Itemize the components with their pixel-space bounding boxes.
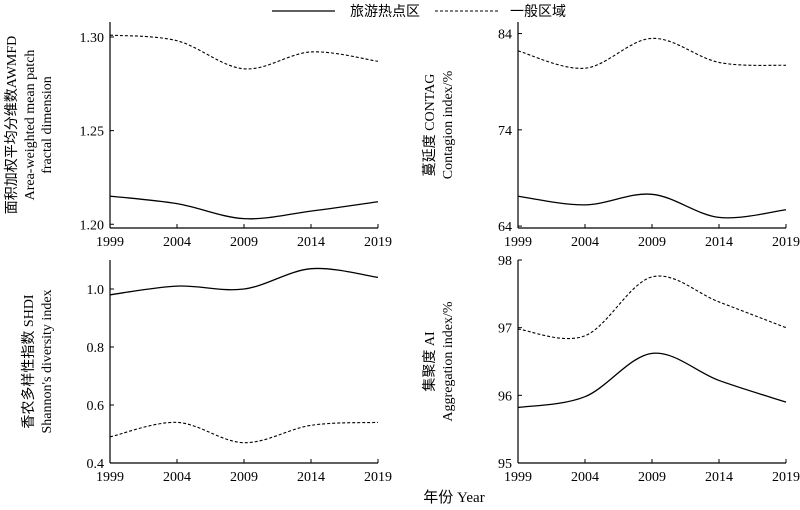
series-line-tourism-hotspot [517,352,787,409]
y-tick-label: 1.30 [80,31,105,46]
y-axis-label: 集聚度 AI [421,331,438,392]
x-tick-label: 2009 [230,470,258,485]
y-tick-label: 98 [498,254,512,269]
y-tick-label: 96 [498,389,512,404]
x-tick-label: 1999 [96,470,124,485]
x-tick-label: 2009 [638,470,666,485]
series-line-general-area [109,34,379,70]
chart-panels: 1999 2004 2009 2014 2019 1.20 1.25 1.30 面积加权平均分维… [4,22,800,485]
y-axis-label: 蔓延度 CONTAG [422,74,438,177]
x-tick-label: 2014 [705,470,733,485]
x-tick-label: 2014 [297,235,325,250]
y-axis-label: 面积加权平均分维数AWMFD [4,36,20,215]
chart-panel-awmfd: 1999 2004 2009 2014 2019 1.20 1.25 1.30 面积加权平均分维… [4,22,392,250]
y-axis-label: Aggregation index/% [441,301,456,421]
x-tick-label: 2019 [364,235,392,250]
x-tick-label: 2019 [772,235,800,250]
legend: 旅游热点区 一般区域 [272,4,566,20]
y-tick-label: 1.20 [80,218,105,233]
chart-panel-contag: 1999 2004 2009 2014 2019 64 74 84 蔓延度 CONTAG Cont… [422,22,800,250]
x-tick-label: 2004 [571,470,599,485]
y-tick-label: 0.4 [87,457,105,472]
x-tick-label: 1999 [504,235,532,250]
x-tick-label: 2004 [163,235,191,250]
x-axis-label: 年份 Year [423,489,484,506]
y-axis-label: Area-weighted mean patch [23,50,38,201]
x-tick-label: 2009 [230,235,258,250]
x-tick-label: 2014 [297,470,325,485]
series-line-tourism-hotspot [109,195,379,220]
y-tick-label: 1.25 [80,125,105,140]
x-tick-label: 2004 [571,235,599,250]
y-tick-label: 1.0 [87,283,105,298]
series-line-general-area [517,275,787,340]
series-line-tourism-hotspot [517,193,787,219]
x-tick-label: 1999 [504,470,532,485]
chart-panel-ai: 1999 2004 2009 2014 2019 95 96 97 98 集聚度 AI Aggreg… [421,254,800,485]
x-tick-label: 2019 [772,470,800,485]
y-tick-label: 95 [498,457,512,472]
x-tick-label: 2019 [364,470,392,485]
x-tick-label: 1999 [96,235,124,250]
chart-panel-shdi: 1999 2004 2009 2014 2019 0.4 0.6 0.8 1.0 香农多样性指数 … [20,260,392,485]
y-tick-label: 74 [498,124,512,139]
series-line-tourism-hotspot [109,267,379,296]
y-axis-label: Contagion index/% [441,70,456,179]
x-tick-label: 2004 [163,470,191,485]
legend-solid-label: 旅游热点区 [350,4,420,20]
y-axis-label: fractal dimension [40,76,55,174]
series-line-general-area [517,37,787,69]
y-axis-label: Shannon's diversity index [40,289,55,433]
legend-dashed-label: 一般区域 [510,4,566,20]
y-tick-label: 0.8 [87,341,105,356]
x-tick-label: 2009 [638,235,666,250]
y-tick-label: 64 [498,220,512,235]
y-tick-label: 84 [498,28,512,43]
x-tick-label: 2014 [705,235,733,250]
series-line-general-area [109,421,379,444]
y-tick-label: 97 [498,322,512,337]
y-tick-label: 0.6 [87,399,105,414]
y-axis-label: 香农多样性指数 SHDI [20,294,37,429]
